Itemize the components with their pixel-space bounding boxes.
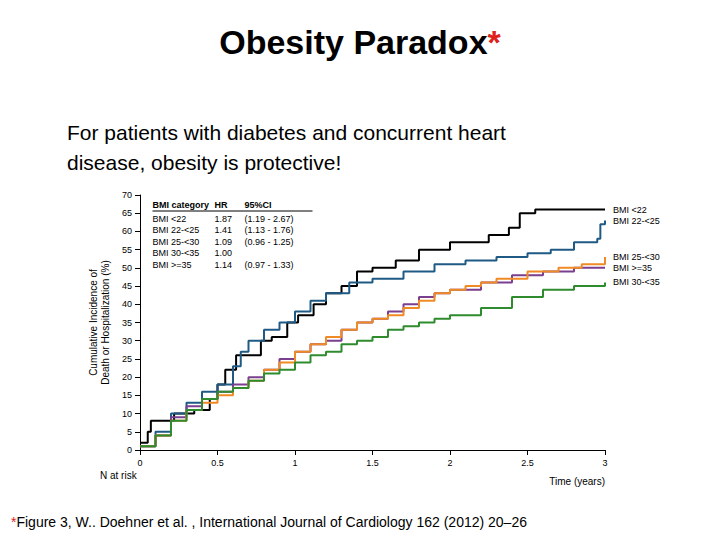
svg-text:1.00: 1.00 — [215, 248, 233, 258]
svg-text:20: 20 — [122, 372, 132, 382]
svg-text:40: 40 — [122, 299, 132, 309]
svg-text:10: 10 — [122, 409, 132, 419]
svg-text:BMI 22-<25: BMI 22-<25 — [613, 216, 660, 226]
svg-text:Figure 3, W.. Doehner et al. ,: Figure 3, W.. Doehner et al. , Internati… — [16, 514, 527, 530]
svg-text:BMI <22: BMI <22 — [613, 205, 647, 215]
svg-text:*: * — [488, 23, 502, 61]
svg-text:BMI 25-<30: BMI 25-<30 — [153, 237, 200, 247]
svg-text:65: 65 — [122, 208, 132, 218]
svg-text:50: 50 — [122, 263, 132, 273]
svg-text:0: 0 — [127, 445, 132, 455]
svg-text:45: 45 — [122, 281, 132, 291]
svg-text:BMI category: BMI category — [153, 200, 210, 210]
svg-text:0: 0 — [137, 458, 142, 468]
svg-text:BMI 22-<25: BMI 22-<25 — [153, 225, 200, 235]
svg-text:1.5: 1.5 — [366, 458, 379, 468]
svg-text:30: 30 — [122, 336, 132, 346]
svg-text:5: 5 — [127, 427, 132, 437]
svg-text:70: 70 — [122, 190, 132, 200]
svg-text:Death or Hospitalization (%): Death or Hospitalization (%) — [100, 260, 111, 385]
svg-text:15: 15 — [122, 390, 132, 400]
svg-text:disease, obesity is protective: disease, obesity is protective! — [67, 151, 341, 174]
svg-text:1.14: 1.14 — [215, 260, 233, 270]
svg-text:BMI >=35: BMI >=35 — [153, 260, 192, 270]
svg-text:BMI 30-<35: BMI 30-<35 — [613, 277, 660, 287]
svg-text:2: 2 — [447, 458, 452, 468]
svg-text:1.87: 1.87 — [215, 214, 233, 224]
svg-text:HR: HR — [215, 200, 228, 210]
svg-text:0.5: 0.5 — [211, 458, 224, 468]
svg-text:(0.96 - 1.25): (0.96 - 1.25) — [245, 237, 294, 247]
svg-text:(1.13 - 1.76): (1.13 - 1.76) — [245, 225, 294, 235]
svg-text:2.5: 2.5 — [521, 458, 534, 468]
svg-text:Cumulative Incidence of: Cumulative Incidence of — [88, 269, 99, 376]
svg-text:1.41: 1.41 — [215, 225, 233, 235]
svg-text:BMI >=35: BMI >=35 — [613, 263, 652, 273]
svg-text:BMI 30-<35: BMI 30-<35 — [153, 248, 200, 258]
svg-text:95%CI: 95%CI — [245, 200, 272, 210]
svg-text:For patients with diabetes and: For patients with diabetes and concurren… — [67, 121, 506, 144]
svg-text:Obesity Paradox: Obesity Paradox — [219, 23, 487, 61]
svg-text:3: 3 — [602, 458, 607, 468]
svg-text:(0.97 - 1.33): (0.97 - 1.33) — [245, 260, 294, 270]
svg-text:BMI 25-<30: BMI 25-<30 — [613, 252, 660, 262]
svg-text:N at risk: N at risk — [100, 470, 138, 481]
svg-text:55: 55 — [122, 245, 132, 255]
svg-text:BMI <22: BMI <22 — [153, 214, 187, 224]
svg-text:Time (years): Time (years) — [549, 476, 605, 487]
svg-text:(1.19 - 2.67): (1.19 - 2.67) — [245, 214, 294, 224]
svg-text:1.09: 1.09 — [215, 237, 233, 247]
svg-text:25: 25 — [122, 354, 132, 364]
svg-text:60: 60 — [122, 226, 132, 236]
svg-text:35: 35 — [122, 318, 132, 328]
svg-text:1: 1 — [292, 458, 297, 468]
